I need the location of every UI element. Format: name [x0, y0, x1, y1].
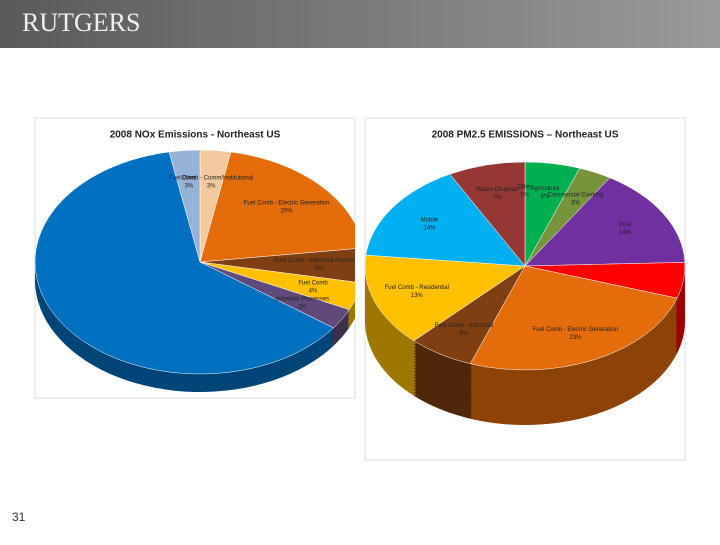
- slice-value-label: 3%: [207, 183, 216, 189]
- slice-label: Waste Disposal: [476, 187, 517, 193]
- slice-label: Fuel Comb - Electric Generation: [244, 200, 330, 206]
- pie-slice: [168, 149, 201, 263]
- slice-label: Agriculture: [531, 186, 560, 192]
- pie-slice: [199, 151, 355, 263]
- slice-label: Industrial Processes: [275, 297, 329, 303]
- slice-value-label: 20%: [281, 208, 294, 214]
- logo: RUTGERS: [22, 8, 140, 37]
- chart-title: 2008 PM2.5 EMISSIONS – Northeast US: [432, 130, 619, 141]
- pie-slice: [449, 161, 526, 267]
- slice-value-label: 6%: [460, 331, 469, 337]
- slice-value-label: 23%: [569, 335, 582, 341]
- slice-value-label: 7%: [493, 195, 502, 201]
- slice-label: Commercial Cooking: [548, 192, 604, 198]
- slice-value-label: 0%: [521, 193, 530, 199]
- slice-label: Fuel Comb - Comm/Institutional: [169, 175, 253, 181]
- chart: 2008 NOx Emissions - Northeast US Fuel Co…: [35, 130, 363, 392]
- pie-slice: [365, 173, 526, 267]
- slice-label: Fuel Comb: [298, 280, 328, 286]
- slice-value-label: 3%: [571, 200, 580, 206]
- chart-title: 2008 NOx Emissions - Northeast US: [110, 130, 281, 141]
- chart: 2008 PM2.5 EMISSIONS – Northeast US Other…: [365, 130, 685, 426]
- slice-value-label: 14%: [619, 230, 632, 236]
- pie-slice: [35, 151, 334, 375]
- slice-value-label: 5%: [541, 194, 550, 200]
- slice-label: Fuel Comb - Residential: [385, 285, 449, 291]
- page-number: 31: [12, 510, 26, 524]
- slice-label: Other: [517, 185, 532, 191]
- slice-label: Fuel Comb - Electric Generation: [533, 327, 619, 333]
- slice-label: Mobile: [421, 218, 439, 224]
- slice-value-label: 3%: [184, 183, 193, 189]
- slice-value-label: 4%: [309, 288, 318, 294]
- slice-value-label: 3%: [298, 305, 307, 311]
- pie-slice: [524, 177, 685, 267]
- slice-label: Other: [181, 175, 196, 181]
- slice-value-label: 13%: [411, 293, 424, 299]
- pie-slice: [365, 254, 526, 342]
- slice-label: Fuel Comb - Industrial Processes: [274, 258, 363, 264]
- slice-label: Dust: [619, 222, 632, 228]
- slice-label: Fuel Comb - Industrial: [434, 323, 493, 329]
- header-bar: [0, 0, 720, 48]
- pie-slice: [199, 248, 355, 283]
- slice-value-label: 5%: [314, 266, 323, 272]
- slice-value-label: 14%: [423, 226, 436, 232]
- pie-slice: [469, 265, 678, 371]
